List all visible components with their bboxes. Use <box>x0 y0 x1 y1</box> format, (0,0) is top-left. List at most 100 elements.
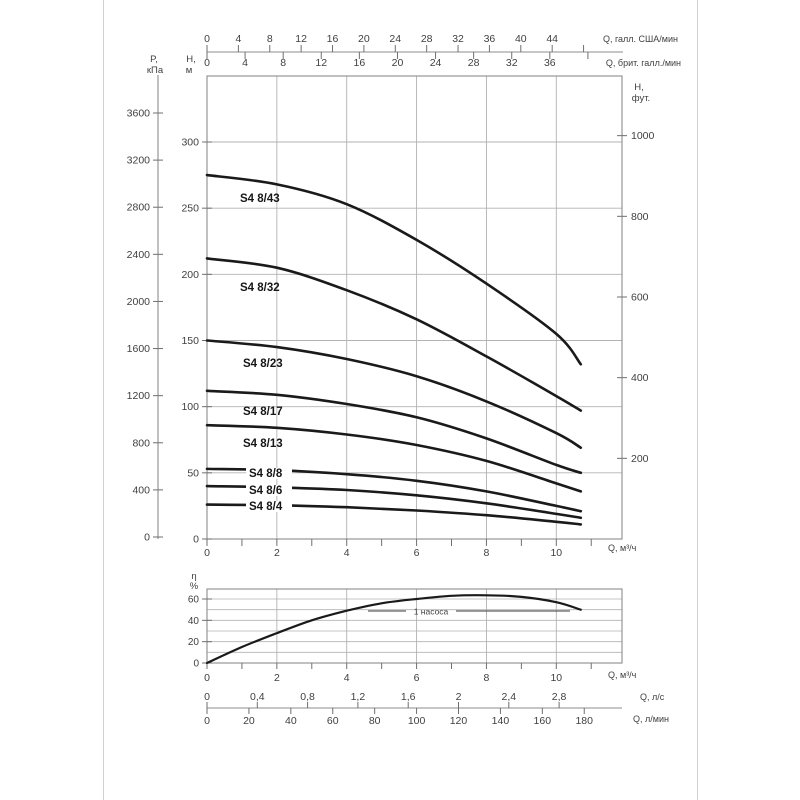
us-gpm-tick-label: 28 <box>421 33 433 45</box>
us-gpm-tick-label: 40 <box>515 33 527 45</box>
curve-label-mask <box>246 485 292 496</box>
meters-axis-title-line1: H, <box>186 54 196 65</box>
kpa-tick-label: 0 <box>144 532 150 544</box>
efficiency-plot-frame <box>206 588 623 664</box>
eff-x-tick-label: 10 <box>550 672 562 684</box>
ls-tick-label: 0,4 <box>250 691 265 703</box>
feet-tick-label: 600 <box>631 291 649 303</box>
meters-axis-title-line2: м <box>186 65 193 76</box>
us-gpm-tick-label: 4 <box>235 33 241 45</box>
head-curve-s4-8-23 <box>205 339 583 449</box>
ls-tick-label: 0 <box>204 691 210 703</box>
lmin-tick-label: 40 <box>285 715 297 727</box>
lmin-tick-label: 180 <box>575 715 593 727</box>
main-x-tick-label: 4 <box>344 547 350 559</box>
feet-tick-label: 800 <box>631 211 649 223</box>
imp-gpm-tick-label: 4 <box>242 57 248 69</box>
curve-label-s4-8-8: S4 8/8 <box>249 468 283 480</box>
main-x-tick-label: 8 <box>484 547 490 559</box>
meters-tick-label: 250 <box>181 203 199 215</box>
annotation-one-pump: 1 насоса <box>414 607 449 617</box>
curve-label-s4-8-23: S4 8/23 <box>243 358 283 370</box>
eff-y-tick-label: 60 <box>188 594 200 605</box>
page-edge-left <box>103 0 104 800</box>
us-gpm-tick-label: 12 <box>295 33 307 45</box>
ls-tick-label: 2,4 <box>501 691 516 703</box>
ls-axis-label: Q, л/с <box>640 692 665 702</box>
us-gpm-tick-label: 32 <box>452 33 464 45</box>
curve-label-mask <box>246 468 292 479</box>
eff-axis-title-line1: η <box>191 571 196 582</box>
eff-x-tick-label: 2 <box>274 672 280 684</box>
meters-tick-label: 100 <box>181 401 199 413</box>
page-edge-right <box>697 0 698 800</box>
feet-axis-title-line2: фут. <box>632 93 650 104</box>
feet-tick-label: 1000 <box>631 130 655 142</box>
us-gpm-tick-label: 8 <box>267 33 273 45</box>
efficiency-curve-1-насоса <box>205 594 582 665</box>
curve-label-s4-8-32: S4 8/32 <box>240 282 280 294</box>
us-gpm-tick-label: 20 <box>358 33 370 45</box>
kpa-tick-label: 3600 <box>127 107 151 119</box>
main-x-axis-label: Q, м³/ч <box>608 543 637 553</box>
eff-y-tick-label: 20 <box>188 637 200 648</box>
lmin-tick-label: 0 <box>204 715 210 727</box>
curve-label-s4-8-43: S4 8/43 <box>240 193 280 205</box>
eff-x-tick-label: 6 <box>414 672 420 684</box>
kpa-tick-label: 2800 <box>127 202 151 214</box>
kpa-tick-label: 800 <box>132 437 150 449</box>
imp-gpm-tick-label: 32 <box>506 57 518 69</box>
ls-tick-label: 0,8 <box>300 691 315 703</box>
kpa-axis-title-line1: P, <box>150 54 158 65</box>
curve-label-s4-8-13: S4 8/13 <box>243 438 283 450</box>
main-x-tick-label: 0 <box>204 547 210 559</box>
ls-tick-label: 1,2 <box>351 691 366 703</box>
lmin-tick-label: 80 <box>369 715 381 727</box>
meters-tick-label: 0 <box>193 534 199 546</box>
imp-gpm-axis-label: Q, брит. галл./мин <box>606 58 681 68</box>
meters-tick-label: 50 <box>187 467 199 479</box>
imp-gpm-tick-label: 20 <box>392 57 404 69</box>
imp-gpm-tick-label: 0 <box>204 57 210 69</box>
eff-y-tick-label: 0 <box>193 659 199 670</box>
ls-tick-label: 1,6 <box>401 691 416 703</box>
curve-label-s4-8-6: S4 8/6 <box>249 485 282 497</box>
eff-y-tick-label: 40 <box>188 616 200 627</box>
us-gpm-tick-label: 44 <box>546 33 558 45</box>
lmin-tick-label: 100 <box>408 715 426 727</box>
eff-x-tick-label: 0 <box>204 672 210 684</box>
eff-x-axis-label: Q, м³/ч <box>608 670 637 680</box>
kpa-tick-label: 400 <box>132 484 150 496</box>
kpa-tick-label: 1600 <box>127 343 151 355</box>
imp-gpm-tick-label: 8 <box>280 57 286 69</box>
eff-x-tick-label: 8 <box>484 672 490 684</box>
lmin-tick-label: 160 <box>534 715 552 727</box>
us-gpm-tick-label: 0 <box>204 33 210 45</box>
meters-tick-label: 200 <box>181 269 199 281</box>
head-curve-s4-8-13 <box>205 423 583 493</box>
imp-gpm-tick-label: 24 <box>430 57 442 69</box>
main-x-tick-label: 10 <box>550 547 562 559</box>
imp-gpm-tick-label: 28 <box>468 57 480 69</box>
kpa-tick-label: 2000 <box>127 296 151 308</box>
feet-tick-label: 400 <box>631 372 649 384</box>
curve-label-mask <box>246 501 292 512</box>
us-gpm-tick-label: 16 <box>327 33 339 45</box>
curve-label-s4-8-17: S4 8/17 <box>243 406 283 418</box>
lmin-tick-label: 60 <box>327 715 339 727</box>
head-curve-s4-8-32 <box>205 257 583 412</box>
head-curve-s4-8-43 <box>205 173 583 366</box>
us-gpm-tick-label: 36 <box>484 33 496 45</box>
kpa-tick-label: 2400 <box>127 249 151 261</box>
curve-label-s4-8-4: S4 8/4 <box>249 501 283 513</box>
kpa-tick-label: 1200 <box>127 390 151 402</box>
ls-tick-label: 2 <box>456 691 462 703</box>
kpa-tick-label: 3200 <box>127 155 151 167</box>
meters-tick-label: 150 <box>181 335 199 347</box>
imp-gpm-tick-label: 36 <box>544 57 556 69</box>
main-plot-frame <box>206 75 623 540</box>
eff-axis-title-line2: % <box>190 581 199 592</box>
eff-x-tick-label: 4 <box>344 672 350 684</box>
